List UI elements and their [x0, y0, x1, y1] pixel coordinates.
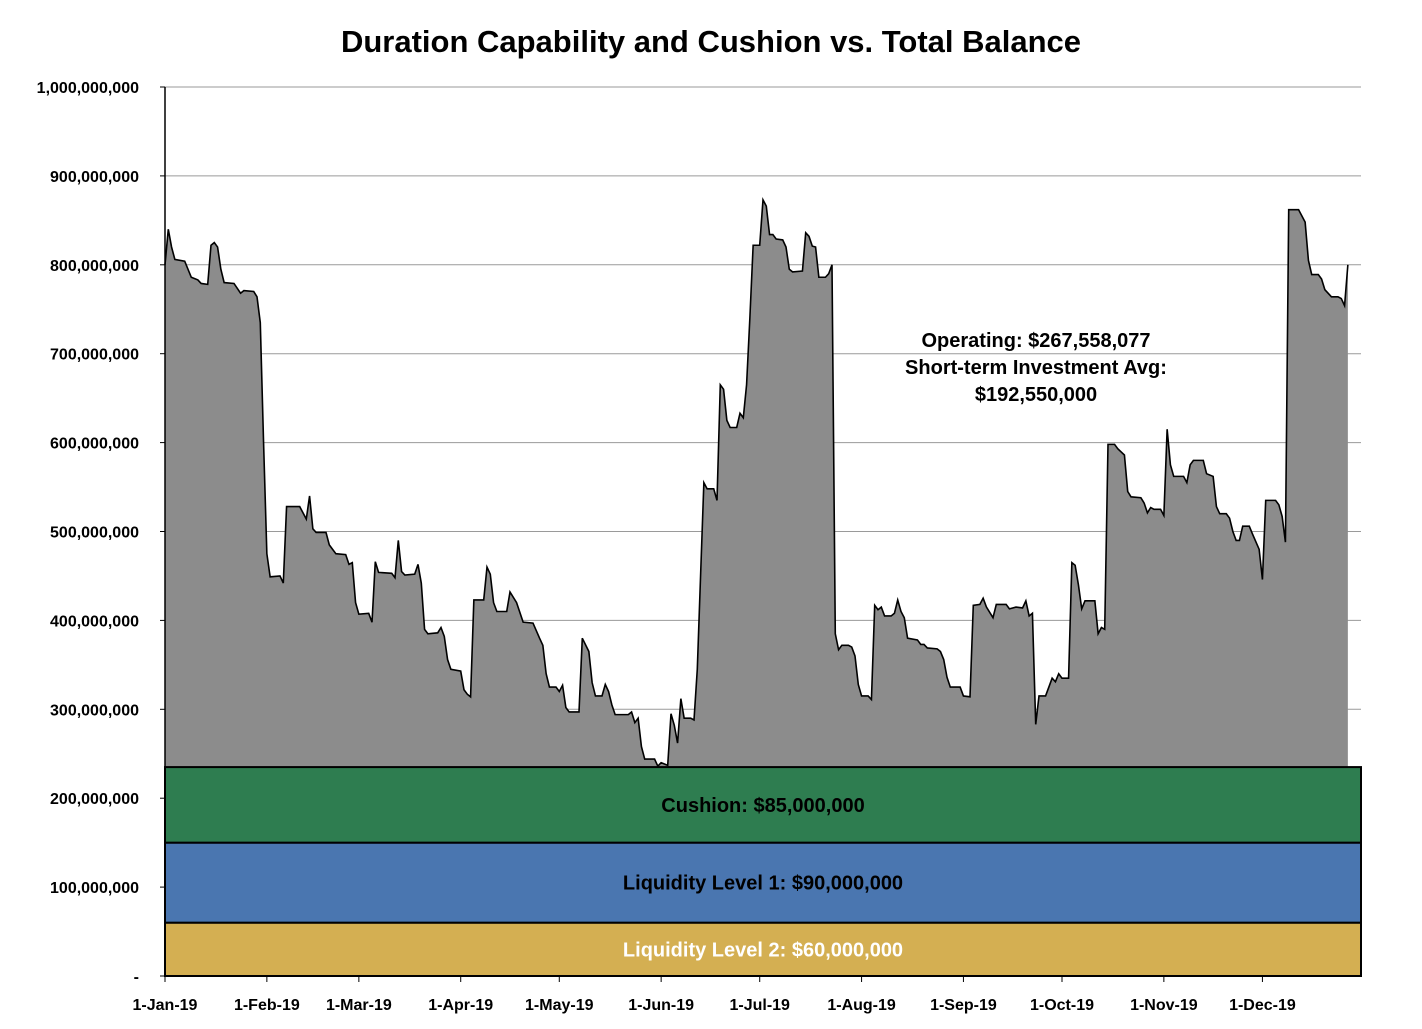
chart-title: Duration Capability and Cushion vs. Tota… [341, 24, 1081, 59]
band-label-1: Liquidity Level 1: $90,000,000 [623, 873, 903, 895]
y-tick-label-9: 900,000,000 [50, 169, 139, 186]
y-tick-label-0: - [134, 969, 139, 986]
y-tick-label-1: 100,000,000 [50, 880, 139, 897]
area-line-0 [164, 197, 1349, 768]
y-tick-label-4: 400,000,000 [50, 613, 139, 630]
x-tick-label-2: 1-Mar-19 [326, 997, 392, 1014]
y-tick-label-7: 700,000,000 [50, 347, 139, 364]
band-2 [164, 766, 1362, 844]
x-tick-label-9: 1-Oct-19 [1030, 997, 1094, 1014]
band-1 [164, 841, 1362, 924]
x-tick-label-5: 1-Jun-19 [628, 997, 694, 1014]
y-tick-label-10: 1,000,000,000 [37, 80, 139, 97]
x-tick-label-4: 1-May-19 [525, 997, 594, 1014]
x-tick-label-10: 1-Nov-19 [1130, 997, 1198, 1014]
annotation-line-0: Operating: $267,558,077 [921, 330, 1150, 352]
band-label-2: Cushion: $85,000,000 [661, 795, 864, 817]
annotation-line-1: Short-term Investment Avg: [905, 357, 1167, 379]
y-tick-label-5: 500,000,000 [50, 525, 139, 542]
x-tick-label-3: 1-Apr-19 [428, 997, 493, 1014]
x-tick-label-6: 1-Jul-19 [729, 997, 790, 1014]
y-axis-ticks: - 100,000,000 200,000,000 300,000,000 400,00… [37, 80, 165, 986]
x-tick-label-1: 1-Feb-19 [234, 997, 300, 1014]
threshold-bands: Liquidity Level 2: $60,000,000 Liquidity … [164, 766, 1362, 977]
annotation-line-2: $192,550,000 [975, 384, 1097, 406]
balance-annotation: Operating: $267,558,077 Short-term Invest… [905, 330, 1167, 406]
y-tick-label-3: 300,000,000 [50, 702, 139, 719]
x-tick-label-11: 1-Dec-19 [1229, 997, 1296, 1014]
y-tick-label-2: 200,000,000 [50, 791, 139, 808]
band-label-0: Liquidity Level 2: $60,000,000 [623, 939, 903, 961]
x-tick-label-8: 1-Sep-19 [930, 997, 997, 1014]
x-axis-ticks: 1-Jan-19 1-Feb-19 1-Mar-19 1-Apr-19 1-May-19… [133, 976, 1296, 1014]
y-tick-label-8: 800,000,000 [50, 258, 139, 275]
x-tick-label-0: 1-Jan-19 [133, 997, 198, 1014]
x-tick-label-7: 1-Aug-19 [827, 997, 896, 1014]
y-tick-label-6: 600,000,000 [50, 436, 139, 453]
